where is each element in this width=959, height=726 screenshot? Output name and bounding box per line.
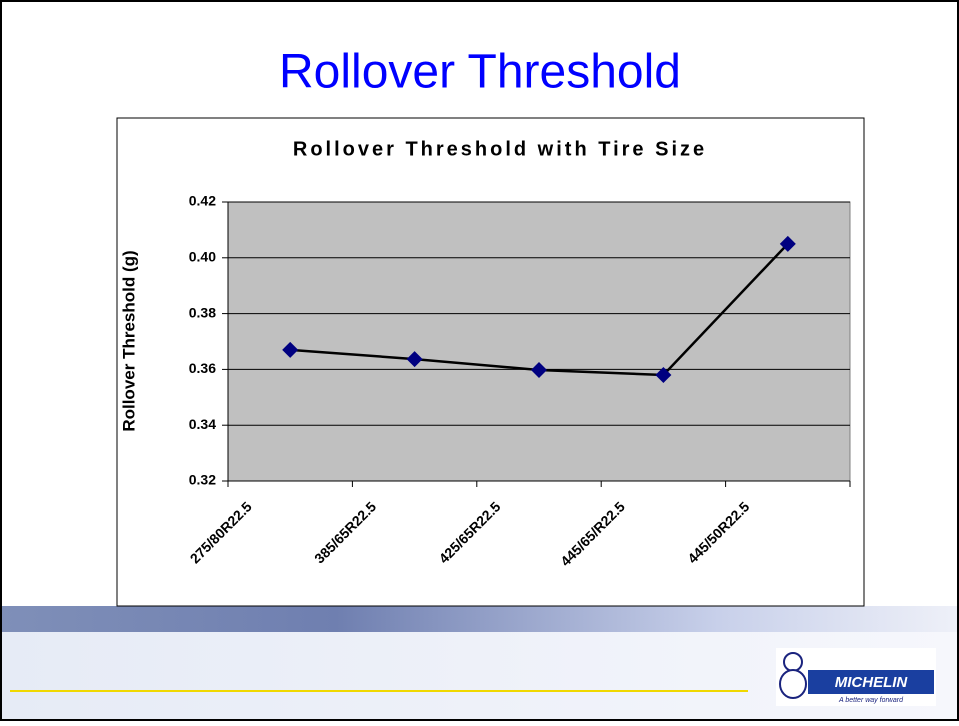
- logo-figure: [784, 653, 802, 671]
- logo-tagline: A better way forward: [838, 697, 904, 704]
- logo-brand: MICHELIN: [835, 674, 909, 691]
- decor-band: [2, 606, 957, 632]
- logo: MICHELIN A better way forward: [776, 648, 936, 706]
- y-tick-label: 0.40: [189, 249, 216, 265]
- plot-area: [228, 202, 850, 481]
- logo-figure: [780, 670, 806, 698]
- y-tick-label: 0.32: [189, 472, 216, 488]
- y-tick-label: 0.38: [189, 304, 216, 320]
- y-tick-label: 0.42: [189, 193, 216, 209]
- y-tick-label: 0.36: [189, 360, 216, 376]
- chart-title: Rollover Threshold with Tire Size: [293, 138, 707, 160]
- slide: Rollover Threshold Rollover Threshold wi…: [0, 0, 959, 721]
- y-axis-label: Rollover Threshold (g): [119, 250, 138, 431]
- slide-title: Rollover Threshold: [279, 46, 681, 99]
- y-tick-label: 0.34: [189, 416, 216, 432]
